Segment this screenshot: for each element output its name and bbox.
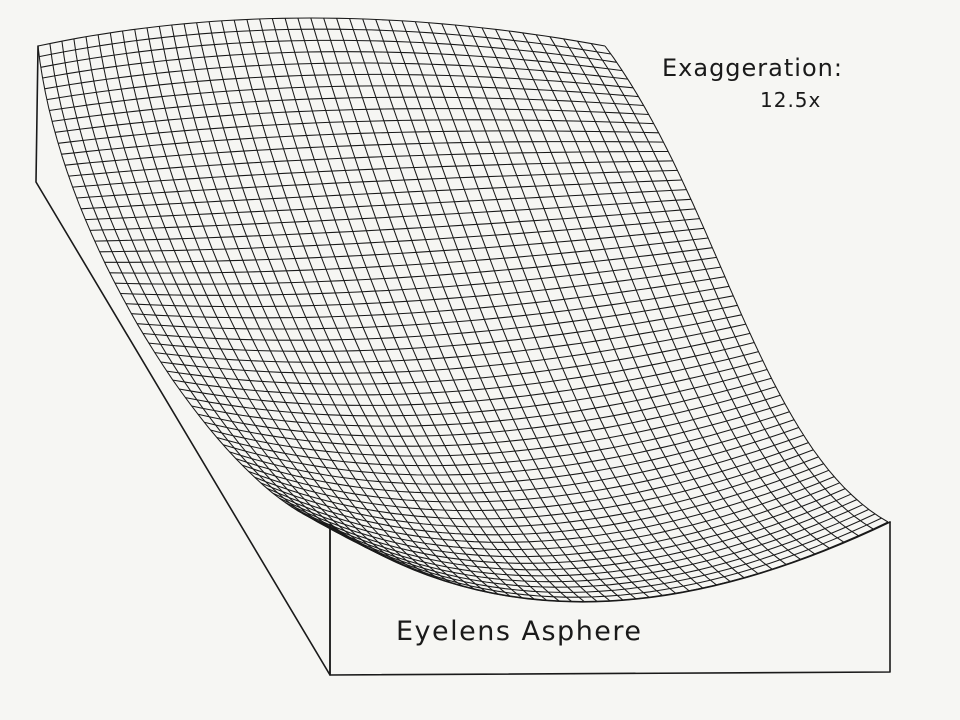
mesh-line-v xyxy=(197,377,772,437)
mesh-line-u xyxy=(508,30,787,565)
mesh-line-v xyxy=(204,386,776,447)
mesh-line-v xyxy=(185,360,763,417)
mesh-line-v xyxy=(241,434,804,503)
mesh-line-v xyxy=(229,419,795,485)
mesh-line-v xyxy=(51,96,644,122)
mesh-line-v xyxy=(166,332,751,385)
mesh-line-v xyxy=(296,493,852,571)
mesh-line-v xyxy=(278,476,835,551)
mesh-line-v xyxy=(313,508,870,588)
mesh-line-u xyxy=(134,29,418,572)
mesh-line-v xyxy=(308,504,863,583)
mesh-line-v xyxy=(248,442,809,512)
mesh-line-v xyxy=(329,521,889,603)
mesh-line-v xyxy=(210,394,781,457)
mesh-line-v xyxy=(120,256,717,296)
diagram-caption: Eyelens Asphere xyxy=(396,616,643,647)
mesh-line-v xyxy=(260,456,819,528)
mesh-line-v xyxy=(114,247,713,285)
mesh-line-v xyxy=(76,169,678,199)
mesh-line-v xyxy=(137,285,730,330)
mesh-line-v xyxy=(104,227,704,263)
mesh-line-v xyxy=(85,189,687,221)
mesh-line-v xyxy=(39,28,611,58)
mesh-line-v xyxy=(125,266,721,308)
mesh-line-u xyxy=(375,19,650,598)
mesh-line-u xyxy=(246,19,523,599)
mesh-line-v xyxy=(58,119,654,144)
mesh-line-v xyxy=(148,304,738,352)
mesh-line-v xyxy=(179,351,759,406)
mesh-line-u xyxy=(362,18,637,600)
mesh-line-v xyxy=(109,237,709,274)
exaggeration-label: Exaggeration: xyxy=(662,54,843,82)
mesh-line-v xyxy=(94,208,696,242)
mesh-line-v xyxy=(61,130,659,155)
mesh-line-v xyxy=(284,482,840,558)
mesh-line-v xyxy=(324,517,882,598)
mesh-line-v xyxy=(99,218,700,253)
mesh-line-v xyxy=(89,198,691,231)
mesh-line-v xyxy=(80,179,683,210)
mesh-line-u xyxy=(522,32,801,560)
mesh-line-u xyxy=(535,34,816,555)
mesh-line-v xyxy=(142,295,734,341)
mesh-line-v xyxy=(223,411,790,476)
mesh-line-v xyxy=(49,85,639,112)
mesh-line-v xyxy=(37,17,606,47)
mesh-line-v xyxy=(272,469,829,543)
mesh-line-v xyxy=(302,499,858,577)
mesh-line-v xyxy=(172,341,755,396)
mesh-line-u xyxy=(196,22,475,590)
mesh-line-u xyxy=(49,43,341,533)
mesh-line-v xyxy=(160,323,746,374)
mesh-line-v xyxy=(46,73,634,101)
mesh-line-v xyxy=(72,160,673,188)
mesh-line-v xyxy=(54,108,649,133)
mesh-line-v xyxy=(254,449,814,520)
mesh-line-v xyxy=(64,141,664,166)
mesh-line-v xyxy=(235,427,799,494)
mesh-line-v xyxy=(319,513,876,593)
block-front-face xyxy=(329,521,891,676)
mesh-line-v xyxy=(40,39,617,68)
mesh-line-v xyxy=(290,488,846,564)
exaggeration-value: 12.5x xyxy=(760,88,822,112)
mesh-line-v xyxy=(131,276,726,319)
mesh-line-v xyxy=(68,150,669,177)
surface-mesh xyxy=(37,17,889,603)
mesh-line-v xyxy=(154,314,742,363)
mesh-line-v xyxy=(191,368,768,427)
mesh-line-v xyxy=(42,51,623,79)
mesh-line-v xyxy=(44,62,628,90)
mesh-line-v xyxy=(216,403,785,467)
mesh-line-v xyxy=(266,463,824,536)
